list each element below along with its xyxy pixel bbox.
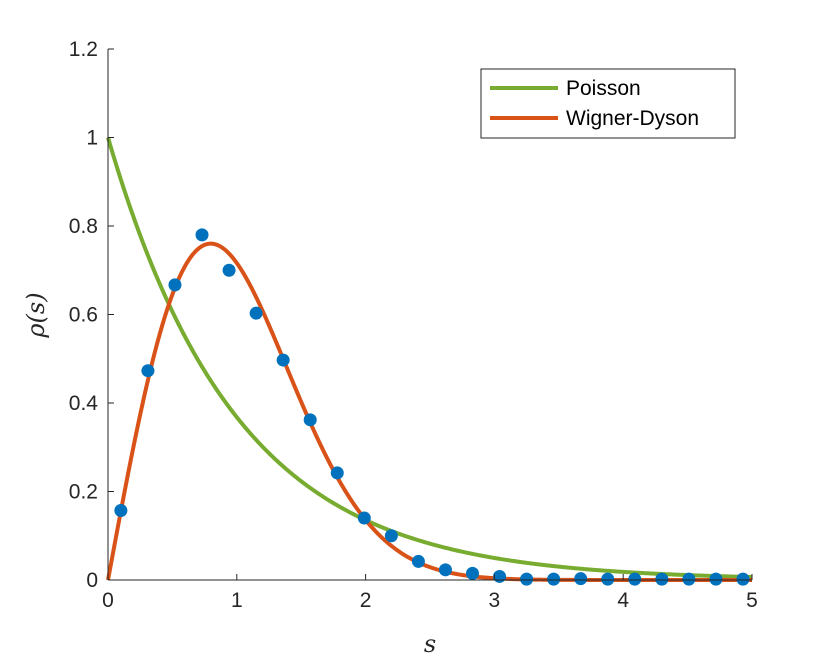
legend-label-poisson: Poisson xyxy=(566,77,641,100)
axes: 0 1 2 3 4 5 0 0.2 0.4 0.6 0.8 1 1.2 xyxy=(69,38,758,612)
x-tick-label: 1 xyxy=(231,589,243,612)
y-tick-label: 0.6 xyxy=(69,304,98,327)
y-axis-label: ρ(s) xyxy=(22,292,50,338)
data-point xyxy=(438,563,452,577)
data-point xyxy=(411,554,425,568)
x-tick-label: 0 xyxy=(102,589,114,612)
legend: Poisson Wigner-Dyson xyxy=(480,68,736,139)
wigner-dyson-curve xyxy=(106,241,753,582)
y-tick-label: 0 xyxy=(86,569,98,592)
y-tick-label: 1.2 xyxy=(69,38,98,61)
x-tick-label: 3 xyxy=(489,589,501,612)
y-tick-label: 0.2 xyxy=(69,481,98,504)
data-point xyxy=(655,572,669,586)
data-point xyxy=(574,572,588,586)
x-tick-label: 4 xyxy=(617,589,629,612)
legend-box xyxy=(480,68,736,139)
data-point xyxy=(141,364,155,378)
x-tick-label: 5 xyxy=(746,589,758,612)
data-point xyxy=(682,572,696,586)
data-point xyxy=(466,566,480,580)
poisson-curve xyxy=(106,136,753,580)
data-point xyxy=(520,572,534,586)
y-tick-label: 0.8 xyxy=(69,215,98,238)
plot-area xyxy=(106,136,753,586)
data-point xyxy=(195,228,209,242)
data-point xyxy=(249,306,263,320)
data-point xyxy=(357,511,371,525)
legend-label-wigner-dyson: Wigner-Dyson xyxy=(566,107,699,130)
y-tick-label: 0.4 xyxy=(69,392,99,415)
data-point xyxy=(222,263,236,277)
data-point xyxy=(493,569,507,583)
data-point xyxy=(303,413,317,427)
data-point xyxy=(330,466,344,480)
data-point xyxy=(736,572,750,586)
data-point xyxy=(601,572,615,586)
data-point xyxy=(276,353,290,367)
data-point xyxy=(168,278,182,292)
y-tick-label: 1 xyxy=(86,127,98,150)
data-point xyxy=(628,572,642,586)
data-point xyxy=(709,572,723,586)
x-axis-label: s xyxy=(424,630,436,658)
x-tick-label: 2 xyxy=(360,589,372,612)
data-point xyxy=(547,572,561,586)
data-point xyxy=(114,504,128,518)
data-point xyxy=(384,529,398,543)
